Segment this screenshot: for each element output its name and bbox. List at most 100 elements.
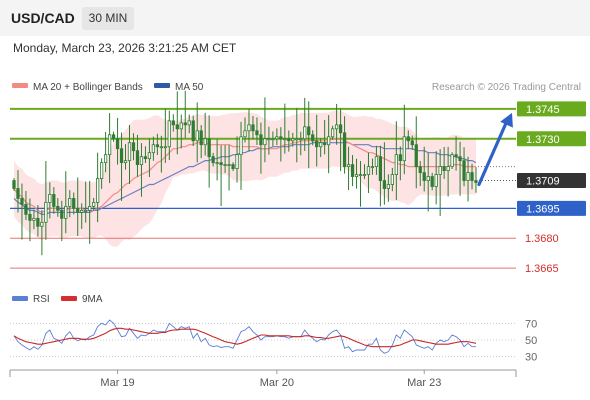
candle-body-up [195, 130, 199, 142]
candle [96, 152, 100, 223]
candle [426, 153, 430, 212]
candle-body-down [323, 142, 327, 146]
rsi-panel: 70 50 30 [10, 318, 537, 364]
candle [231, 162, 235, 171]
datetime-label: Monday, March 23, 2026 3:21:25 AM CET [13, 41, 237, 55]
candle-body-up [283, 138, 287, 141]
candle [28, 198, 32, 242]
candle-body-down [414, 144, 418, 168]
timeframe-button[interactable]: 30 MIN [82, 7, 134, 30]
candle-body-up [103, 154, 108, 164]
candle [127, 124, 132, 185]
candle-body-down [52, 194, 56, 207]
candle-body-up [88, 206, 92, 211]
candle-body-down [287, 138, 291, 142]
candle-body-up [295, 138, 299, 141]
candle [267, 126, 271, 155]
candle [195, 102, 199, 163]
candle [99, 158, 104, 189]
candle-body-up [275, 136, 279, 140]
candle-body-up [299, 138, 303, 141]
candle-body-up [239, 136, 243, 156]
candle-body-up [32, 217, 36, 221]
candle [143, 146, 148, 164]
candle-body-down [24, 204, 28, 215]
candle [68, 190, 72, 218]
candle [155, 133, 160, 155]
rsi-legend-label: RSI [33, 294, 50, 305]
x-tick-label: Mar 23 [407, 377, 441, 389]
candle [291, 132, 295, 147]
candle-body-up [291, 138, 295, 142]
candle-body-up [366, 166, 371, 175]
candle-body-down [143, 156, 148, 160]
candle [422, 146, 426, 192]
candle [434, 151, 438, 205]
candle [327, 115, 331, 174]
candle-body-up [466, 172, 470, 181]
candle-body-down [418, 166, 422, 173]
candle-body-up [319, 142, 323, 148]
candle-body-up [107, 134, 112, 156]
candle-body-down [410, 140, 414, 146]
candle [370, 158, 375, 175]
candle-body-down [311, 134, 315, 142]
candle-body-up [64, 206, 68, 219]
candle-body-up [44, 202, 48, 223]
candle-body-down [199, 130, 203, 146]
candle-body-down [462, 160, 466, 181]
candle-body-up [370, 166, 375, 169]
candle-body-up [48, 194, 52, 203]
candle-body-up [426, 176, 430, 181]
candle-body-up [446, 166, 450, 171]
candle-body-up [163, 146, 167, 149]
rsi-tick-30: 30 [525, 352, 537, 364]
ma50-line [13, 142, 477, 215]
candle-body-down [207, 138, 211, 158]
candle-body-down [251, 124, 255, 132]
candle [163, 108, 167, 163]
candle-body-up [127, 142, 132, 162]
symbol-title: USD/CAD [11, 10, 75, 26]
candle-body-down [119, 148, 124, 164]
candle [334, 103, 339, 145]
candle-body-down [155, 144, 160, 148]
candle [24, 190, 28, 221]
candle-body-up [235, 154, 239, 170]
candle [346, 146, 351, 191]
candle [92, 197, 96, 211]
candle-body-up [203, 138, 207, 146]
candle [40, 210, 44, 256]
x-tick-label: Mar 20 [260, 377, 294, 389]
candle-body-down [171, 120, 175, 126]
candle-body-down [378, 156, 383, 181]
candle-body-down [255, 130, 259, 136]
candle [227, 144, 231, 191]
candles-layer [12, 90, 478, 256]
level-labels-layer: 1.3745 1.3730 1.3695 1.3680 1.3665 1.3709 [517, 101, 586, 275]
candle-body-down [60, 209, 64, 219]
rsi-tick-50: 50 [525, 335, 537, 347]
candle [299, 131, 303, 156]
candle [167, 110, 171, 161]
target-arrow-head [500, 112, 513, 128]
candle [72, 192, 76, 215]
candle [319, 138, 323, 158]
candle [446, 146, 450, 197]
candle-body-up [147, 152, 152, 160]
candle-body-down [36, 217, 40, 227]
candle [271, 131, 275, 147]
ma20-legend-label: MA 20 + Bollinger Bands [33, 82, 143, 93]
candle [442, 146, 446, 179]
header-bar: USD/CAD 30 MIN [0, 0, 590, 36]
candle [219, 145, 223, 207]
rsi-tick-70: 70 [525, 318, 537, 330]
candle-body-up [99, 162, 104, 179]
candle [283, 103, 287, 154]
rsi-line [13, 319, 476, 354]
x-axis: Mar 19 Mar 20 Mar 23 [9, 369, 517, 389]
current-price-box [517, 173, 586, 189]
candle [179, 114, 183, 149]
candle [410, 135, 414, 150]
candle [315, 114, 319, 167]
